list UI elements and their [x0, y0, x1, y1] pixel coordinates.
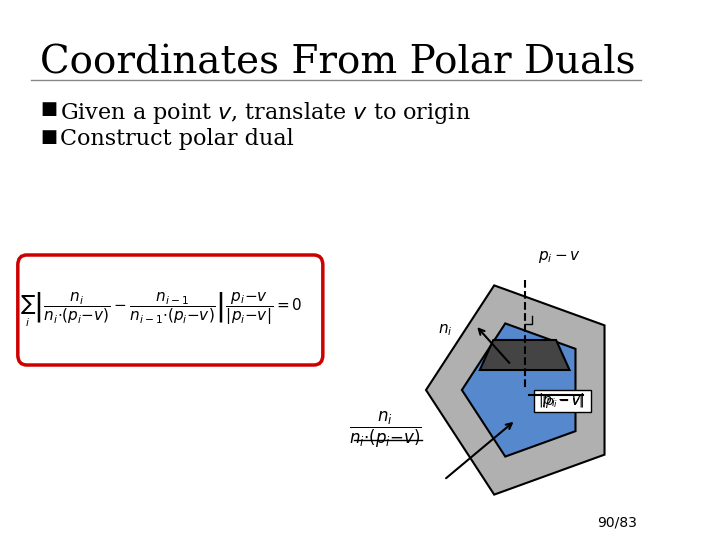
- Text: $\sum_{i}\left|\dfrac{n_i}{n_i{\cdot}(p_i{-}v)} - \dfrac{n_{i-1}}{n_{i-1}{\cdot}: $\sum_{i}\left|\dfrac{n_i}{n_i{\cdot}(p_…: [20, 291, 302, 329]
- Text: $\dfrac{n_i}{n_i{\cdot}(p_i{-}v)}$: $\dfrac{n_i}{n_i{\cdot}(p_i{-}v)}$: [349, 410, 422, 450]
- Text: $|p_i - v|$: $|p_i - v|$: [538, 391, 585, 409]
- Text: Coordinates From Polar Duals: Coordinates From Polar Duals: [40, 45, 636, 82]
- Text: $\blacksquare$: $\blacksquare$: [40, 100, 58, 118]
- Text: 90/83: 90/83: [597, 516, 636, 530]
- Polygon shape: [426, 285, 605, 495]
- Text: Given a point $v$, translate $v$ to origin: Given a point $v$, translate $v$ to orig…: [60, 100, 471, 126]
- Text: $n_i$: $n_i$: [438, 322, 453, 338]
- Polygon shape: [480, 340, 570, 370]
- Polygon shape: [462, 323, 575, 457]
- Text: Construct polar dual: Construct polar dual: [60, 128, 294, 150]
- Text: $|p_i - v|$: $|p_i - v|$: [541, 393, 583, 409]
- Text: $p_i - v$: $p_i - v$: [538, 249, 581, 265]
- Text: $\blacksquare$: $\blacksquare$: [40, 128, 58, 146]
- FancyBboxPatch shape: [534, 390, 591, 412]
